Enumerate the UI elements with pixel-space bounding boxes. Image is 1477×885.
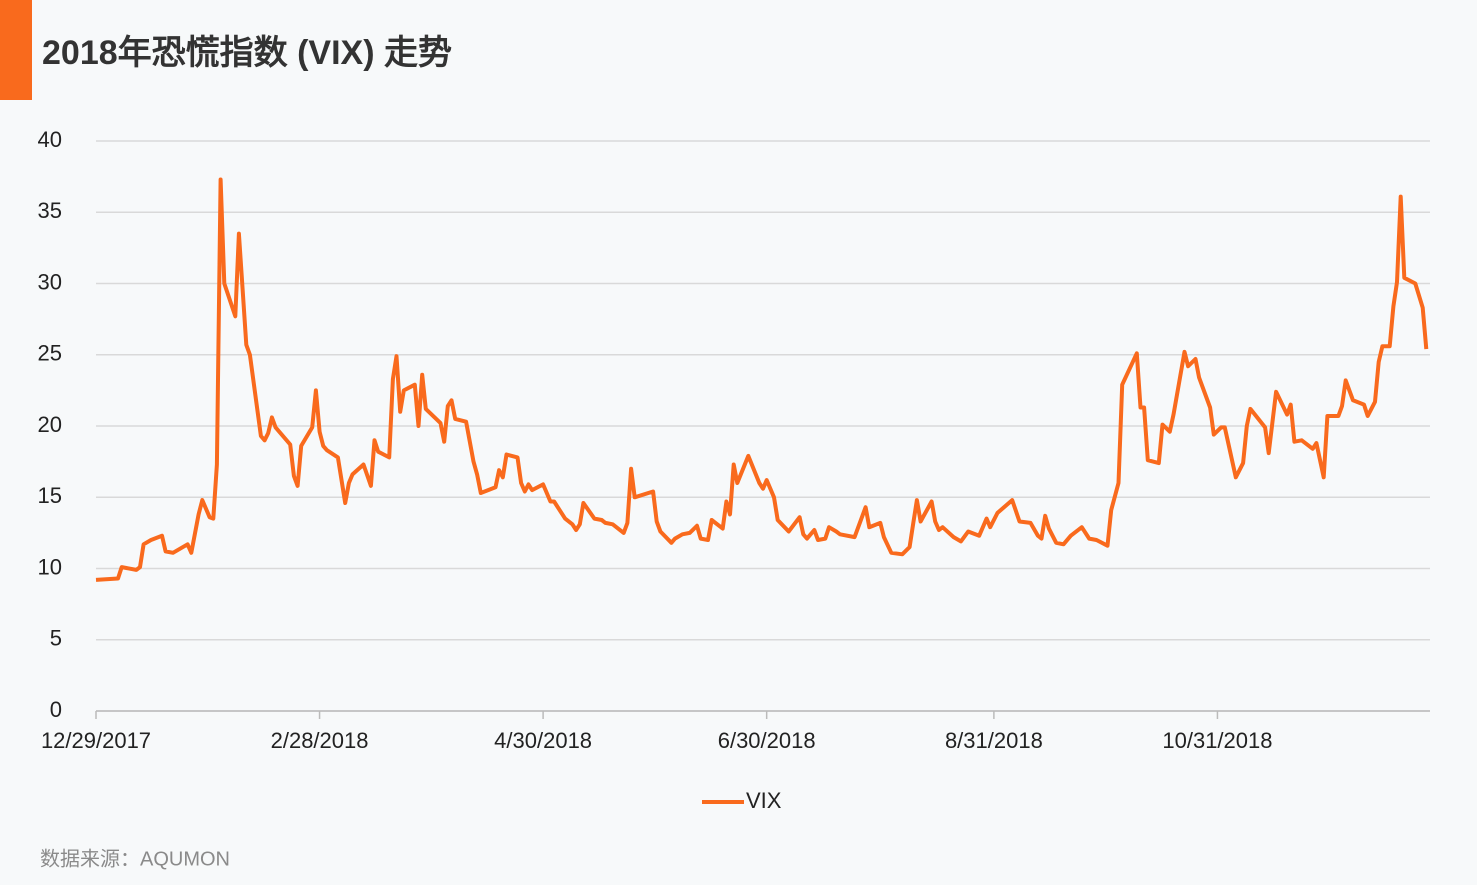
x-tick-label: 12/29/2017: [41, 728, 151, 753]
line-series: [95, 177, 1429, 582]
x-tick-label: 2/28/2018: [271, 728, 369, 753]
x-tick-label: 6/30/2018: [718, 728, 816, 753]
y-tick-label: 35: [38, 198, 62, 223]
x-tick-label: 4/30/2018: [494, 728, 592, 753]
x-tick-label: 10/31/2018: [1162, 728, 1272, 753]
y-tick-label: 10: [38, 554, 62, 579]
y-tick-label: 5: [50, 626, 62, 651]
y-tick-label: 0: [50, 697, 62, 722]
y-tick-label: 20: [38, 412, 62, 437]
y-tick-label: 40: [38, 127, 62, 152]
y-tick-label: 30: [38, 269, 62, 294]
y-tick-label: 25: [38, 341, 62, 366]
chart-title: 2018年恐慌指数 (VIX) 走势: [42, 34, 452, 72]
y-tick-label: 15: [38, 483, 62, 508]
source-note: 数据来源：AQUMON: [40, 847, 230, 870]
legend-label: VIX: [746, 788, 782, 813]
x-tick-label: 8/31/2018: [945, 728, 1043, 753]
title-accent: [0, 0, 32, 100]
